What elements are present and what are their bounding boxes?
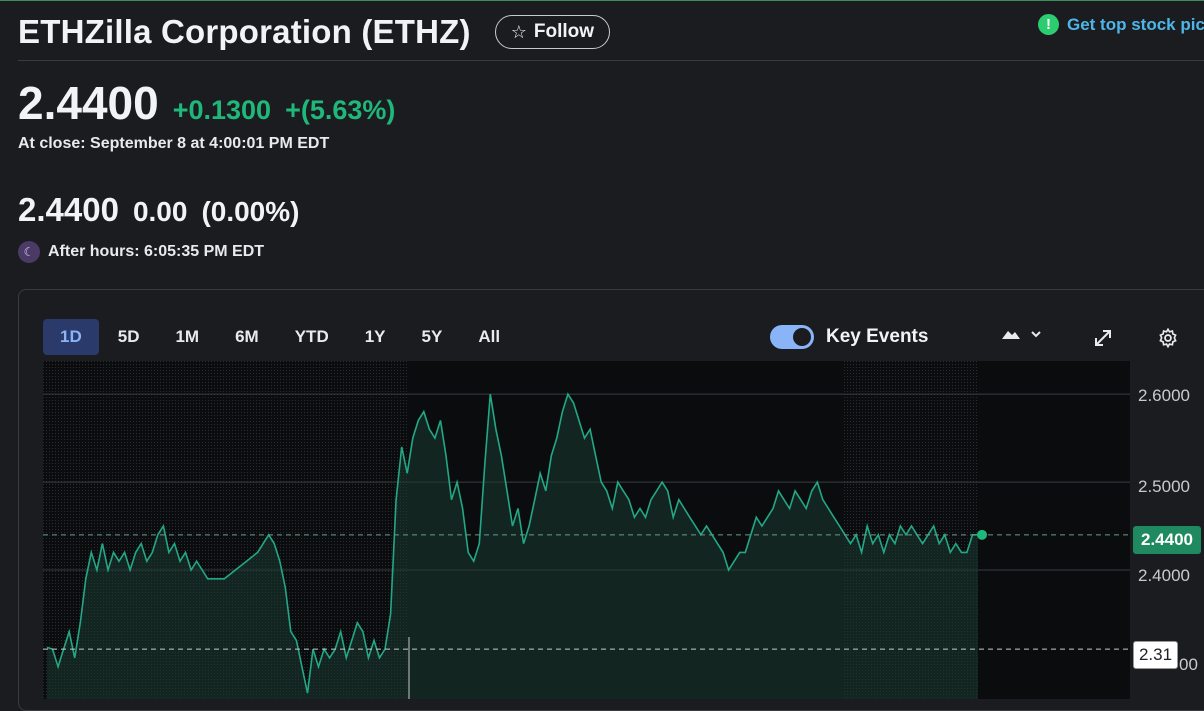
chevron-down-icon: [1031, 331, 1041, 338]
range-5y-button[interactable]: 5Y: [421, 327, 443, 346]
price-area-fill: [47, 394, 978, 699]
gear-icon: [1159, 327, 1177, 349]
follow-label: Follow: [533, 21, 595, 42]
fullscreen-button[interactable]: [1092, 327, 1114, 354]
y-axis-label: 2.5000: [1138, 477, 1190, 496]
last-price-dot: [977, 529, 987, 540]
after-hours-row: 2.4400 0.00 (0.00%): [18, 191, 299, 229]
range-1y-button[interactable]: 1Y: [364, 327, 386, 346]
key-events-toggle-group: Key Events: [770, 325, 928, 349]
mountain-chart-icon: [1002, 331, 1020, 339]
range-6m-button[interactable]: 6M: [235, 327, 259, 346]
after-hours-change-percent: (0.00%): [201, 196, 300, 227]
y-axis-label: 2.6000: [1138, 386, 1190, 405]
current-price: 2.4400: [18, 77, 159, 129]
key-events-toggle[interactable]: [770, 325, 814, 349]
range-5d-button[interactable]: 5D: [117, 327, 140, 346]
moon-icon: ☾: [18, 241, 40, 263]
after-hours-timestamp: After hours: 6:05:35 PM EDT: [48, 243, 265, 260]
after-hours-time-row: ☾ After hours: 6:05:35 PM EDT: [18, 241, 264, 263]
key-events-label: Key Events: [826, 326, 929, 347]
promo-text: Get top stock pic: [1067, 14, 1204, 34]
price-change: +0.1300: [172, 95, 272, 125]
expand-icon: [1095, 330, 1111, 346]
price-row: 2.4400 +0.1300 +(5.63%): [18, 76, 395, 130]
settings-button[interactable]: [1157, 327, 1179, 354]
close-timestamp: At close: September 8 at 4:00:01 PM EDT: [18, 135, 330, 152]
company-title: ETHZilla Corporation (ETHZ): [18, 13, 471, 50]
range-ytd-button[interactable]: YTD: [294, 327, 329, 346]
range-1d-button[interactable]: 1D: [43, 319, 99, 355]
y-axis-label: 00: [1179, 655, 1198, 674]
promo-link[interactable]: ! Get top stock pic: [1038, 14, 1204, 35]
top-accent-line: [0, 0, 1204, 1]
toggle-knob: [793, 328, 811, 346]
range-all-button[interactable]: All: [478, 327, 501, 346]
header-divider: [18, 60, 1204, 61]
follow-button[interactable]: ☆ Follow: [494, 15, 611, 49]
after-hours-price: 2.4400: [18, 191, 119, 228]
last-price-badge: 2.4400: [1133, 526, 1201, 554]
price-chart[interactable]: [43, 361, 1204, 699]
chart-type-button[interactable]: [1000, 326, 1042, 342]
after-hours-change: 0.00: [132, 196, 188, 227]
y-axis-label: 2.4000: [1138, 566, 1190, 585]
crosshair-price-badge: 2.31: [1133, 641, 1178, 669]
price-line: [46, 392, 978, 694]
star-icon: ☆: [510, 22, 527, 42]
quote-header: ETHZilla Corporation (ETHZ) ☆ Follow: [18, 6, 1204, 58]
range-1m-button[interactable]: 1M: [175, 327, 200, 346]
price-change-percent: +(5.63%): [285, 95, 396, 125]
exclamation-icon: !: [1038, 14, 1059, 35]
range-selector: 1D 5D 1M 6M YTD 1Y 5Y All: [43, 319, 519, 355]
